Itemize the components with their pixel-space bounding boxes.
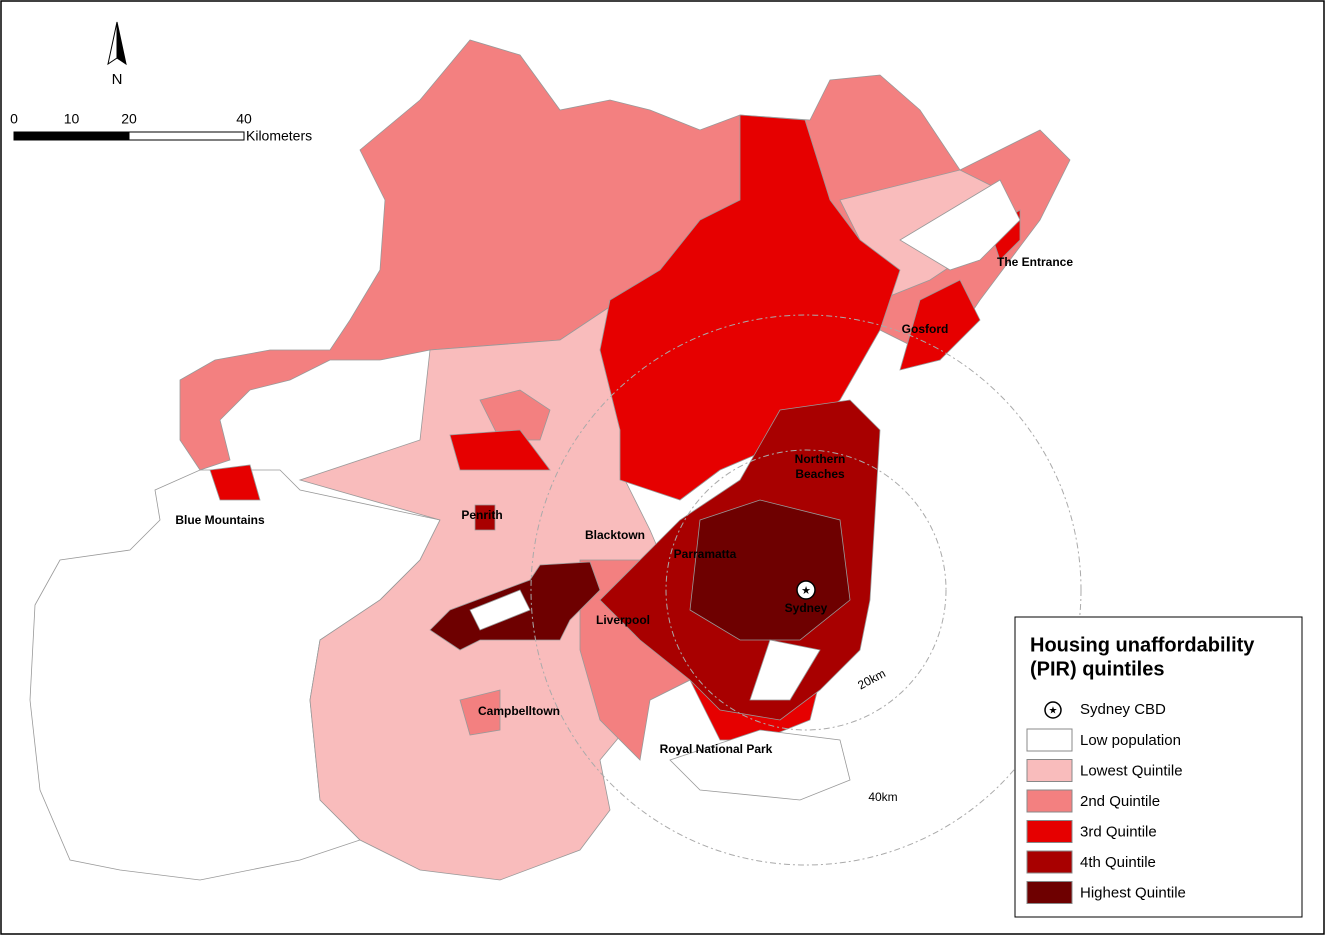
place-label: Liverpool xyxy=(596,613,650,627)
water xyxy=(899,179,1021,271)
legend-title: Housing unaffordability xyxy=(1030,634,1255,656)
place-label: Beaches xyxy=(795,467,845,481)
place-label: The Entrance xyxy=(997,255,1073,269)
ring xyxy=(530,314,1082,866)
regions xyxy=(29,39,1071,881)
place-label: Royal National Park xyxy=(660,742,773,756)
scale-unit: Kilometers xyxy=(246,128,312,144)
legend-title: (PIR) quintiles xyxy=(1030,658,1164,680)
scale-tick-label: 10 xyxy=(64,111,80,127)
legend-cbd-star: ★ xyxy=(1049,706,1058,717)
place-labels: Blue Mountains Penrith Blacktown Parramatta… xyxy=(175,255,1073,804)
scale-segment xyxy=(13,131,72,141)
region xyxy=(474,504,496,531)
place-label: Northern xyxy=(795,452,846,466)
place-label: Blue Mountains xyxy=(175,513,265,527)
legend-label: Sydney CBD xyxy=(1080,701,1166,718)
region xyxy=(449,429,551,471)
legend-swatch xyxy=(1026,759,1073,782)
scale-tick-label: 40 xyxy=(236,111,252,127)
legend-swatch xyxy=(1026,850,1073,874)
north-label: N xyxy=(112,71,123,88)
legend-cbd-marker xyxy=(1044,701,1062,719)
north-arrow: N xyxy=(107,21,127,88)
water xyxy=(669,729,851,801)
cbd-marker xyxy=(796,580,816,600)
cbd-star: ★ xyxy=(801,585,811,597)
distance-rings xyxy=(530,314,1082,866)
place-label: Sydney xyxy=(785,601,828,615)
legend-swatch xyxy=(1026,820,1073,843)
region xyxy=(209,464,261,501)
ring xyxy=(665,449,947,731)
legend-label: 4th Quintile xyxy=(1080,854,1156,871)
place-label: Penrith xyxy=(461,508,502,522)
region xyxy=(459,689,501,736)
legend-swatch xyxy=(1026,728,1073,752)
ring-label: 40km xyxy=(868,790,897,804)
region xyxy=(899,279,981,371)
arrow xyxy=(116,21,127,66)
scale-segment xyxy=(71,131,130,141)
region xyxy=(689,499,851,641)
legend: Housing unaffordability(PIR) quintiles ★ S… xyxy=(1014,616,1303,918)
place-label: Gosford xyxy=(902,322,949,336)
legend-label: 3rd Quintile xyxy=(1080,823,1157,840)
legend-swatch xyxy=(1026,881,1073,904)
scale-tick-label: 0 xyxy=(10,111,18,127)
water xyxy=(469,589,531,631)
water xyxy=(749,639,821,701)
legend-label: Highest Quintile xyxy=(1080,884,1186,901)
scale-tick-label: 20 xyxy=(121,111,137,127)
place-label: Blacktown xyxy=(585,528,645,542)
legend-swatch xyxy=(1026,789,1073,813)
place-label: Parramatta xyxy=(674,547,737,561)
legend-label: Low population xyxy=(1080,732,1181,749)
legend-label: 2nd Quintile xyxy=(1080,793,1160,810)
legend-label: Lowest Quintile xyxy=(1080,762,1183,779)
place-label: Campbelltown xyxy=(478,704,560,718)
scale-segment xyxy=(128,131,245,141)
